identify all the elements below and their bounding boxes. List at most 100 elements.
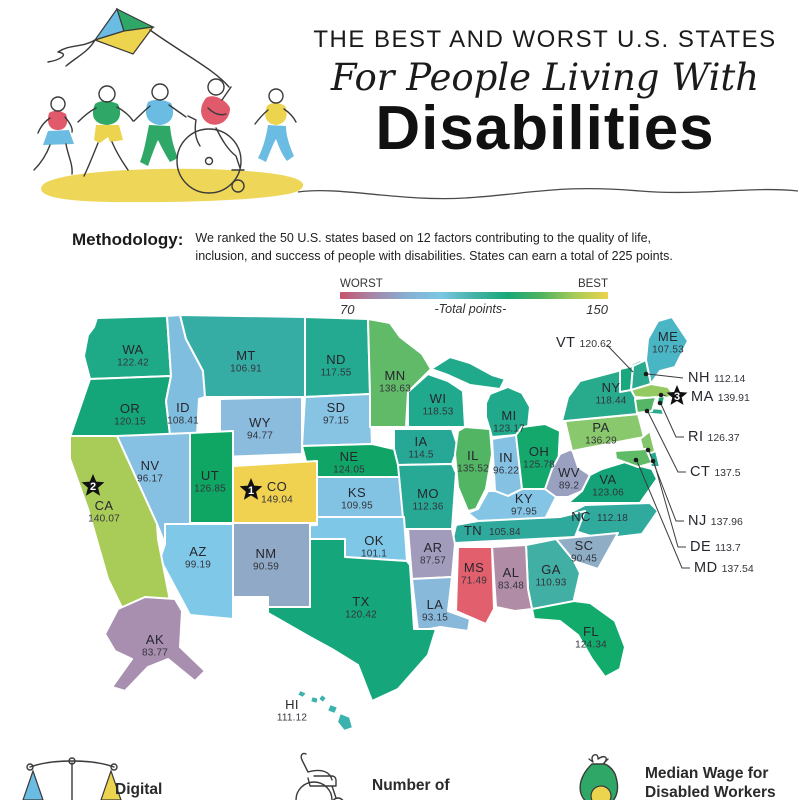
svg-text:WA: WA xyxy=(122,342,143,357)
callout-label-MA: MA 139.91 xyxy=(691,389,750,405)
svg-text:83.48: 83.48 xyxy=(498,581,524,592)
svg-text:149.04: 149.04 xyxy=(261,495,293,506)
running-girl-figure xyxy=(33,96,74,175)
svg-text:114.5: 114.5 xyxy=(408,450,434,461)
methodology-label: Methodology: xyxy=(72,230,184,249)
state-MI-upper[interactable] xyxy=(430,356,506,390)
methodology-section: Methodology: We ranked the 50 U.S. state… xyxy=(72,230,732,265)
money-bag-icon xyxy=(579,754,619,800)
svg-text:NM: NM xyxy=(255,546,276,561)
state-AK[interactable] xyxy=(104,596,206,692)
callout-label-VT: VT 120.62 xyxy=(556,335,612,351)
svg-text:140.07: 140.07 xyxy=(88,514,120,525)
svg-text:AK: AK xyxy=(146,632,164,647)
running-kid2-figure xyxy=(254,88,297,162)
svg-text:IL: IL xyxy=(467,448,479,463)
svg-text:MO: MO xyxy=(417,486,439,501)
svg-text:IA: IA xyxy=(414,434,427,449)
state-WI[interactable] xyxy=(407,373,466,428)
footer-item-digital: Digital xyxy=(115,781,163,798)
state-AZ[interactable] xyxy=(159,523,234,620)
page-title: Disabilities xyxy=(375,94,715,163)
svg-text:96.17: 96.17 xyxy=(137,474,163,485)
svg-text:ME: ME xyxy=(658,329,678,344)
callout-label-NH: NH 112.14 xyxy=(688,370,745,386)
svg-text:SD: SD xyxy=(327,400,346,415)
running-boy-figure xyxy=(77,85,134,177)
svg-text:ID: ID xyxy=(176,400,190,415)
svg-text:OH: OH xyxy=(529,444,549,459)
svg-text:AL: AL xyxy=(503,565,520,580)
state-WV[interactable] xyxy=(544,448,591,498)
callout-label-MD: MD 137.54 xyxy=(694,560,754,576)
svg-text:126.85: 126.85 xyxy=(194,484,226,495)
legend-min: 70 xyxy=(340,302,355,317)
state-IL[interactable] xyxy=(454,426,493,512)
svg-text:135.52: 135.52 xyxy=(457,464,489,475)
scales-icon xyxy=(22,757,122,800)
svg-text:117.55: 117.55 xyxy=(320,368,351,379)
svg-text:123.06: 123.06 xyxy=(592,488,624,499)
svg-text:OK: OK xyxy=(364,533,384,548)
running-kid-figure xyxy=(133,83,187,166)
title-line1: THE BEST AND WORST U.S. STATES xyxy=(313,26,777,53)
state-label-TN: TN 105.84 xyxy=(464,523,521,538)
state-HI[interactable] xyxy=(296,689,354,732)
state-MD[interactable] xyxy=(614,448,653,468)
svg-text:138.63: 138.63 xyxy=(379,384,411,395)
map-callouts: VT 120.62 NH 112.14 3 MA 139.91 RI 126.37 CT 1… xyxy=(556,335,754,576)
svg-text:122.42: 122.42 xyxy=(117,358,149,369)
state-FL[interactable] xyxy=(531,600,626,678)
state-MS[interactable] xyxy=(455,546,495,625)
svg-text:CO: CO xyxy=(267,479,287,494)
svg-text:118.44: 118.44 xyxy=(595,396,626,407)
svg-text:124.34: 124.34 xyxy=(575,640,607,651)
svg-text:107.53: 107.53 xyxy=(652,345,684,356)
state-CT[interactable] xyxy=(634,396,657,414)
svg-text:AR: AR xyxy=(424,540,443,555)
svg-text:110.93: 110.93 xyxy=(535,578,566,589)
svg-text:101.1: 101.1 xyxy=(361,549,387,560)
title-line2: For People Living With xyxy=(330,56,760,99)
svg-text:120.15: 120.15 xyxy=(114,417,146,428)
callout-label-NJ: NJ 137.96 xyxy=(688,513,743,529)
svg-text:106.91: 106.91 xyxy=(230,364,262,375)
legend-worst-label: WORST xyxy=(340,278,383,290)
rank-star-2: 2 xyxy=(81,474,105,496)
svg-text:WV: WV xyxy=(558,465,580,480)
callout-VT: VT 120.62 xyxy=(556,335,634,373)
state-ME[interactable] xyxy=(645,316,689,385)
svg-text:VA: VA xyxy=(599,472,616,487)
svg-text:MN: MN xyxy=(384,368,405,383)
state-TN[interactable] xyxy=(451,510,586,544)
svg-text:118.53: 118.53 xyxy=(422,407,453,418)
legend-gradient-bar xyxy=(340,292,608,299)
footer-item-number-of: Number of xyxy=(372,777,450,794)
svg-text:UT: UT xyxy=(201,468,219,483)
svg-text:MS: MS xyxy=(464,560,484,575)
svg-text:GA: GA xyxy=(541,562,561,577)
svg-text:IN: IN xyxy=(499,450,513,465)
svg-text:123.17: 123.17 xyxy=(493,424,525,435)
wheelchair-person-figure xyxy=(176,78,245,194)
svg-text:99.19: 99.19 xyxy=(185,560,211,571)
state-label-NC: NC 112.18 xyxy=(571,509,628,524)
svg-text:108.41: 108.41 xyxy=(167,416,199,427)
svg-text:125.78: 125.78 xyxy=(523,460,555,471)
svg-text:3: 3 xyxy=(674,391,680,403)
us-choropleth-map: VT 120.62 NH 112.14 3 MA 139.91 RI 126.37 CT 1… xyxy=(69,314,754,732)
svg-text:FL: FL xyxy=(583,624,599,639)
svg-text:90.45: 90.45 xyxy=(571,554,597,565)
